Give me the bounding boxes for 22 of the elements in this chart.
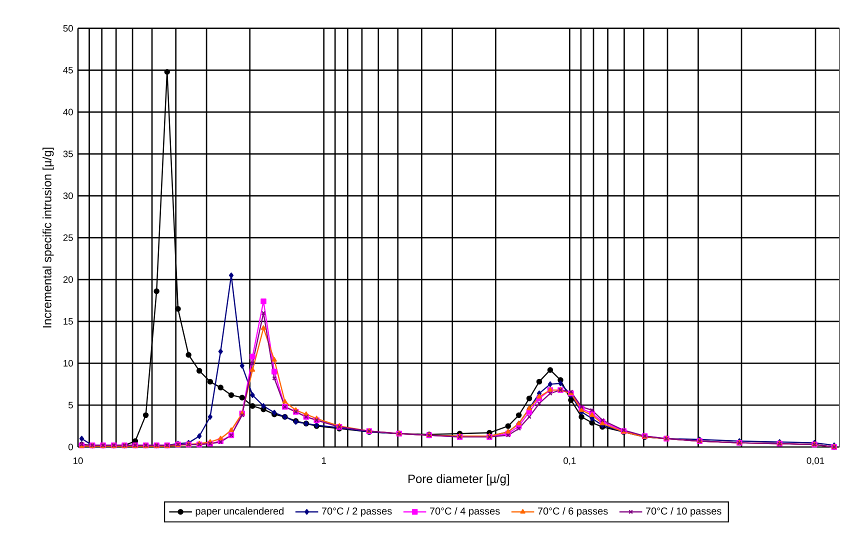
y-tick-label: 30 [63,192,73,200]
y-tick-label: 15 [64,318,73,325]
y-tick-label: 25 [63,234,73,241]
y-tick-label: 0 [68,444,73,450]
legend-label: 70°C / 2 passes [322,507,392,517]
x-tick-label: 0,01 [806,457,824,466]
legend-label: 70°C / 6 passes [538,507,608,517]
y-tick-label: 5 [68,402,73,408]
y-tick-label: 20 [63,276,73,283]
x-tick-label: 0,1 [564,457,576,466]
y-tick-label: 45 [63,66,73,74]
y-tick-label: 50 [63,25,73,32]
legend-label: 70°C / 10 passes [646,507,722,517]
y-axis-title: Incremental specific intrusion [µ/g] [42,148,54,328]
x-tick-label: 10 [74,457,83,464]
y-tick-label: 40 [63,108,73,116]
x-axis-title: Pore diameter [µ/g] [408,474,509,486]
legend-label: 70°C / 4 passes [430,507,500,517]
legend-label: paper uncalendered [196,507,284,517]
y-tick-label: 35 [63,150,73,158]
x-tick-label: 1 [322,457,326,464]
y-tick-label: 10 [64,360,73,367]
